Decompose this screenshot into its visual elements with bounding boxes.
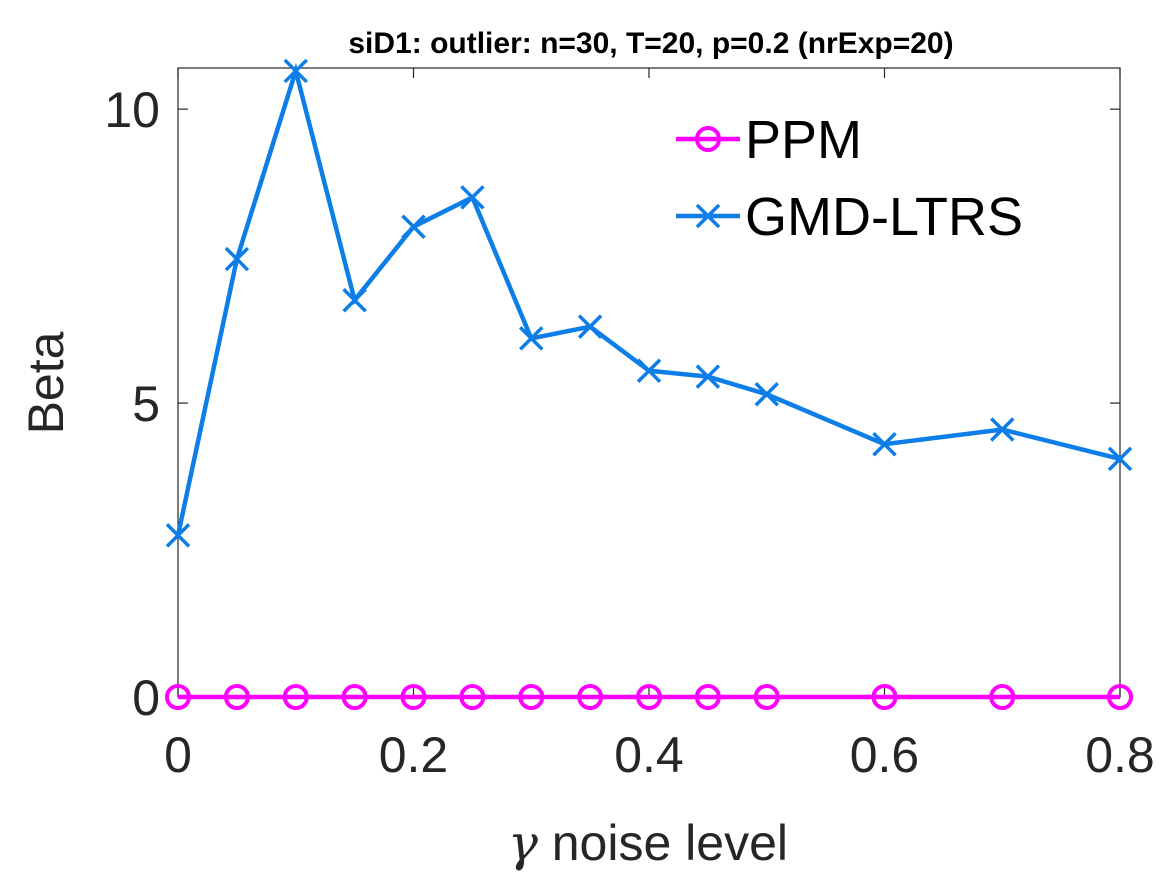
- series-gmd-ltrs: [165, 58, 1133, 548]
- x-tick-label: 0.4: [614, 727, 684, 783]
- x-axis-label-symbol: γ: [508, 814, 538, 872]
- series-ppm: [165, 684, 1133, 710]
- legend: PPM GMD-LTRS: [676, 110, 1023, 247]
- data-point-gmd-ltrs: [695, 364, 721, 389]
- legend-marker-ppm: [695, 126, 721, 152]
- x-axis-label: γ noise level: [508, 814, 788, 872]
- y-tick-labels: 0 5 10: [104, 82, 160, 726]
- series-line-gmd-ltrs: [175, 62, 1121, 536]
- x-tick-label: 0.8: [1085, 727, 1155, 783]
- y-tick-label: 10: [104, 82, 160, 138]
- series-layer: [165, 58, 1133, 710]
- data-point-gmd-ltrs: [283, 58, 308, 84]
- data-point-ppm: [753, 684, 780, 710]
- x-tick-label: 0: [164, 727, 192, 783]
- x-tick-labels: 0 0.2 0.4 0.6 0.8: [164, 727, 1155, 783]
- data-point-gmd-ltrs: [1107, 446, 1133, 472]
- data-point-ppm: [636, 684, 662, 710]
- data-point-ppm: [518, 684, 545, 710]
- data-point-gmd-ltrs: [872, 431, 897, 457]
- data-point-ppm: [341, 684, 368, 710]
- data-point-ppm: [1107, 684, 1133, 710]
- y-tick-label: 5: [132, 376, 160, 432]
- data-point-ppm: [282, 684, 309, 710]
- y-tick-label: 0: [132, 670, 160, 726]
- data-point-ppm: [223, 684, 250, 710]
- data-point-gmd-ltrs: [519, 326, 544, 351]
- data-point-ppm: [400, 684, 427, 710]
- data-point-gmd-ltrs: [577, 314, 603, 339]
- data-point-gmd-ltrs: [460, 185, 485, 210]
- data-point-gmd-ltrs: [342, 287, 367, 313]
- data-point-gmd-ltrs: [754, 382, 779, 407]
- data-point-ppm: [694, 684, 721, 710]
- legend-label-gmd-ltrs: GMD-LTRS: [745, 187, 1023, 247]
- x-tick-label: 0.2: [379, 727, 449, 783]
- legend-marker-gmd-ltrs: [695, 203, 721, 229]
- data-point-gmd-ltrs: [401, 214, 426, 239]
- legend-label-ppm: PPM: [745, 110, 862, 170]
- data-point-ppm: [577, 684, 604, 710]
- x-tick-label: 0.6: [850, 727, 920, 783]
- data-point-ppm: [459, 684, 486, 710]
- data-point-gmd-ltrs: [165, 523, 191, 548]
- data-point-ppm: [989, 684, 1016, 710]
- data-point-gmd-ltrs: [224, 246, 250, 272]
- data-point-gmd-ltrs: [636, 358, 662, 383]
- x-axis-label-text: noise level: [538, 815, 788, 871]
- y-axis-label: Beta: [18, 331, 74, 434]
- data-point-ppm: [871, 684, 898, 710]
- data-point-ppm: [165, 684, 191, 710]
- chart-title: siD1: outlier: n=30, T=20, p=0.2 (nrExp=…: [348, 27, 953, 60]
- data-point-gmd-ltrs: [990, 417, 1015, 442]
